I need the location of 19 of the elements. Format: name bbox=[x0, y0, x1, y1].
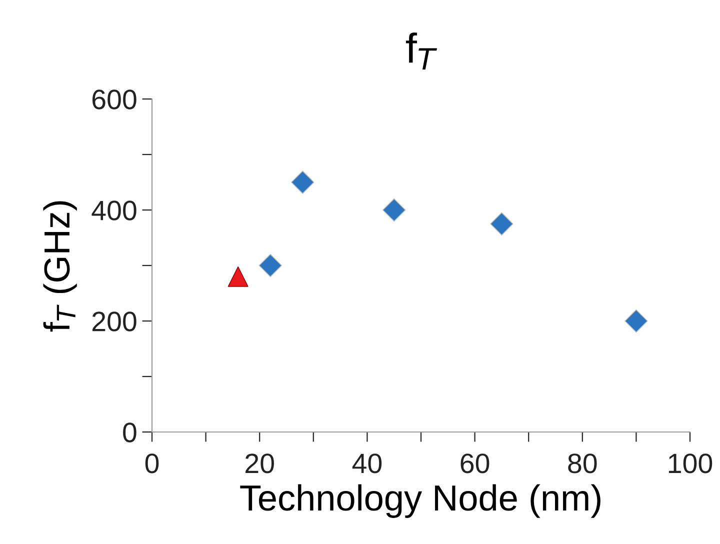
x-tick-label: 0 bbox=[145, 454, 159, 474]
point bbox=[291, 170, 314, 194]
x-tick-label: 80 bbox=[568, 454, 597, 474]
point bbox=[490, 212, 514, 236]
y-axis-title: f$_{T}$ (GHz) bbox=[43, 201, 77, 332]
y-tick-label: 600 bbox=[92, 90, 136, 110]
point bbox=[258, 254, 282, 278]
y-tick-label: 200 bbox=[92, 312, 136, 332]
x-tick-label: 60 bbox=[460, 454, 490, 474]
y-tick-label: 0 bbox=[123, 422, 136, 442]
y-tick-label: 400 bbox=[92, 200, 136, 220]
point bbox=[382, 198, 406, 222]
x-tick-label: 100 bbox=[668, 454, 712, 474]
point bbox=[228, 266, 248, 287]
x-axis-title: Technology Node (nm) bbox=[240, 484, 600, 518]
chart-title: f$_{T}$ bbox=[406, 32, 438, 70]
point bbox=[624, 309, 648, 333]
x-tick-label: 20 bbox=[246, 454, 274, 474]
x-tick-label: 40 bbox=[352, 454, 382, 474]
